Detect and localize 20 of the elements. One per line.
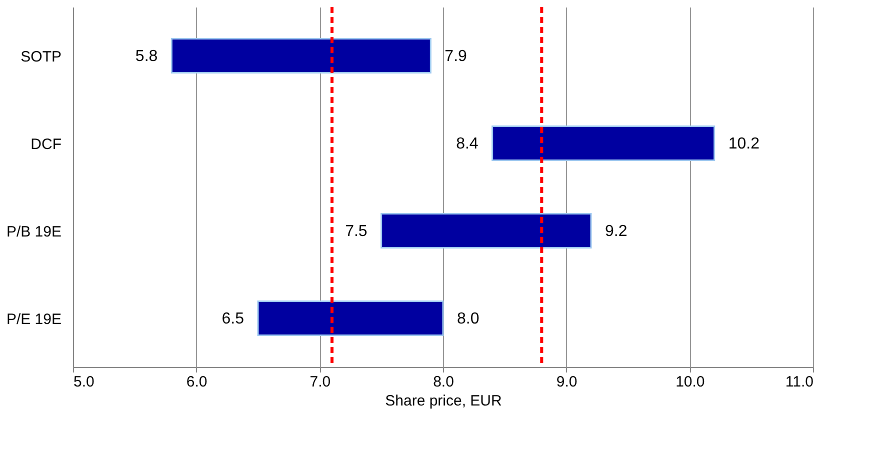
annotation: 9.2 [605, 222, 628, 240]
y-tick-label: DCF [30, 136, 62, 153]
x-tick-label: 10.0 [676, 374, 705, 390]
annotation: 8.4 [456, 135, 478, 152]
annotation: 6.5 [222, 310, 244, 328]
annotation: 10.2 [728, 135, 760, 152]
annotation: 7.5 [345, 222, 368, 240]
x-tick-label: 6.0 [186, 374, 208, 390]
x-tick-label: 5.0 [74, 374, 94, 390]
x-axis-title: Share price, EUR [385, 392, 502, 410]
y-tick-label: P/B 19E [6, 223, 62, 240]
x-tick-label: 11.0 [785, 374, 814, 390]
annotation: 7.9 [444, 48, 468, 65]
annotation: 8.0 [457, 310, 480, 328]
x-tick-label: 9.0 [556, 374, 578, 390]
x-tick-label: 7.0 [310, 374, 331, 390]
x-tick-label: 8.0 [433, 374, 454, 390]
annotation: 5.8 [135, 48, 158, 65]
y-tick-label: P/E 19E [6, 310, 62, 328]
y-tick-label: SOTP [20, 48, 62, 66]
